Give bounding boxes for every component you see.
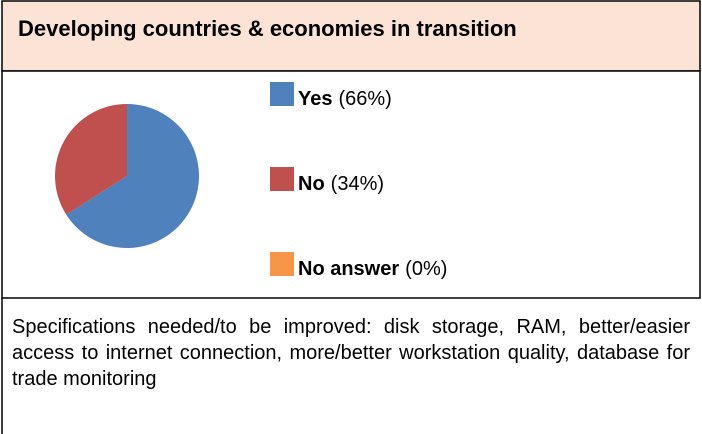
legend-name: No [298,173,325,195]
legend: Yes (66%) No (34%) No answer (0%) [270,82,447,280]
legend-label: No answer (0%) [298,258,447,280]
legend-value: (34%) [331,173,384,195]
legend-name: No answer [298,258,399,280]
pie-chart [54,104,199,249]
legend-label: No (34%) [298,173,384,195]
header-cell [1,0,701,72]
legend-value: (66%) [338,88,391,110]
legend-swatch [270,167,294,191]
legend-name: Yes [298,88,332,110]
legend-swatch [270,82,294,106]
pie-slice [54,104,127,215]
title: Developing countries & economies in tran… [18,16,517,41]
legend-swatch [270,252,294,276]
note-text: Specifications needed/to be improved: di… [12,316,690,390]
legend-value: (0%) [405,258,447,280]
legend-label: Yes (66%) [298,88,392,110]
pie-slice [66,104,199,249]
